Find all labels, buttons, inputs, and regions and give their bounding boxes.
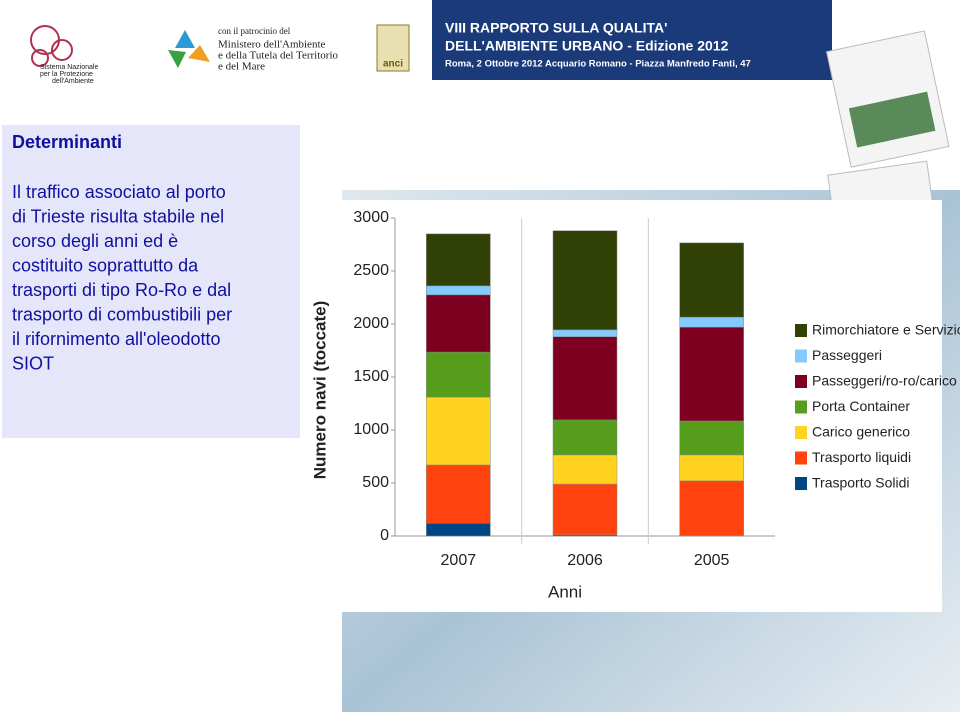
y-tick-label: 0 xyxy=(380,527,389,544)
sidebar-text: Il traffico associato al porto xyxy=(12,182,226,202)
sidebar-text: SIOT xyxy=(12,353,54,373)
bar-segment xyxy=(426,523,491,537)
y-tick-label: 1500 xyxy=(353,368,389,385)
bar-segment xyxy=(552,230,618,331)
legend-swatch xyxy=(795,426,807,439)
sidebar-text: costituito soprattutto da xyxy=(12,255,199,275)
legend-swatch xyxy=(795,349,807,363)
legend-label: Rimorchiatore e Servizio xyxy=(812,322,960,338)
bar-segment xyxy=(679,454,744,482)
bar-segment xyxy=(426,464,491,524)
banner xyxy=(432,0,832,80)
banner-text: DELL'AMBIENTE URBANO - Edizione 2012 xyxy=(445,38,729,54)
sidebar-text: il rifornimento all'oleodotto xyxy=(12,329,221,349)
x-tick-label: 2007 xyxy=(441,552,477,569)
bar-segment xyxy=(426,396,491,466)
agency-text: per la Protezione xyxy=(40,71,93,78)
legend-swatch xyxy=(795,477,807,490)
bar-segment xyxy=(552,483,618,536)
anci-logo xyxy=(376,24,410,72)
bar-segment xyxy=(426,233,491,287)
bar-segment xyxy=(426,351,491,398)
bar-segment xyxy=(426,294,491,353)
legend-swatch xyxy=(795,451,807,465)
sidebar-box xyxy=(2,125,300,438)
ministry-logo xyxy=(168,30,210,68)
x-tick-label: 2005 xyxy=(694,552,730,569)
book-image xyxy=(848,91,936,148)
bar-segment xyxy=(552,454,618,485)
banner-text: VIII RAPPORTO SULLA QUALITA' xyxy=(445,20,667,36)
y-tick-label: 3000 xyxy=(353,209,389,226)
bar-segment xyxy=(552,329,618,337)
legend-swatch xyxy=(795,400,807,414)
sidebar-title: Determinanti xyxy=(12,132,122,152)
anci-text: anci xyxy=(383,59,403,70)
bar-segment xyxy=(552,336,618,421)
legend-label: Trasporto Solidi xyxy=(812,475,910,491)
legend-swatch xyxy=(795,375,807,388)
legend-label: Passeggeri xyxy=(812,347,882,363)
banner-text: Roma, 2 Ottobre 2012 Acquario Romano - P… xyxy=(445,59,751,70)
bar-segment xyxy=(679,420,744,456)
legend-label: Porta Container xyxy=(812,398,910,414)
y-tick-label: 2000 xyxy=(353,315,389,332)
sidebar-text: trasporti di tipo Ro-Ro e dal xyxy=(12,280,231,300)
patronage-text: con il patrocinio del xyxy=(218,26,291,36)
bar-segment xyxy=(426,285,491,296)
y-tick-label: 500 xyxy=(362,474,389,491)
y-tick-label: 1000 xyxy=(353,421,389,438)
patronage-text: e della Tutela del Territorio xyxy=(218,50,339,62)
bar-segment xyxy=(679,326,744,422)
x-axis-label: Anni xyxy=(548,582,582,601)
legend-label: Trasporto liquidi xyxy=(812,449,911,465)
sidebar-text: di Trieste risulta stabile nel xyxy=(12,206,224,226)
x-tick-label: 2006 xyxy=(567,552,603,569)
bar-segment xyxy=(552,419,618,456)
agency-logo xyxy=(30,25,73,67)
y-tick-label: 2500 xyxy=(353,262,389,279)
legend-label: Passeggeri/ro-ro/carico xyxy=(812,373,957,389)
agency-text: Sistema Nazionale xyxy=(40,64,98,71)
sidebar-text: trasporto di combustibili per xyxy=(12,304,232,324)
patronage-text: Ministero dell'Ambiente xyxy=(218,39,325,51)
bar-segment xyxy=(679,480,744,536)
sidebar-text: corso degli anni ed è xyxy=(12,231,178,251)
legend-label: Carico generico xyxy=(812,424,910,440)
agency-text: dell'Ambiente xyxy=(52,78,94,85)
y-axis-label: Numero navi (toccate) xyxy=(310,301,329,480)
patronage-text: e del Mare xyxy=(218,61,265,73)
legend-swatch xyxy=(795,324,807,337)
bar-segment xyxy=(679,316,744,328)
bar-segment xyxy=(679,242,744,318)
